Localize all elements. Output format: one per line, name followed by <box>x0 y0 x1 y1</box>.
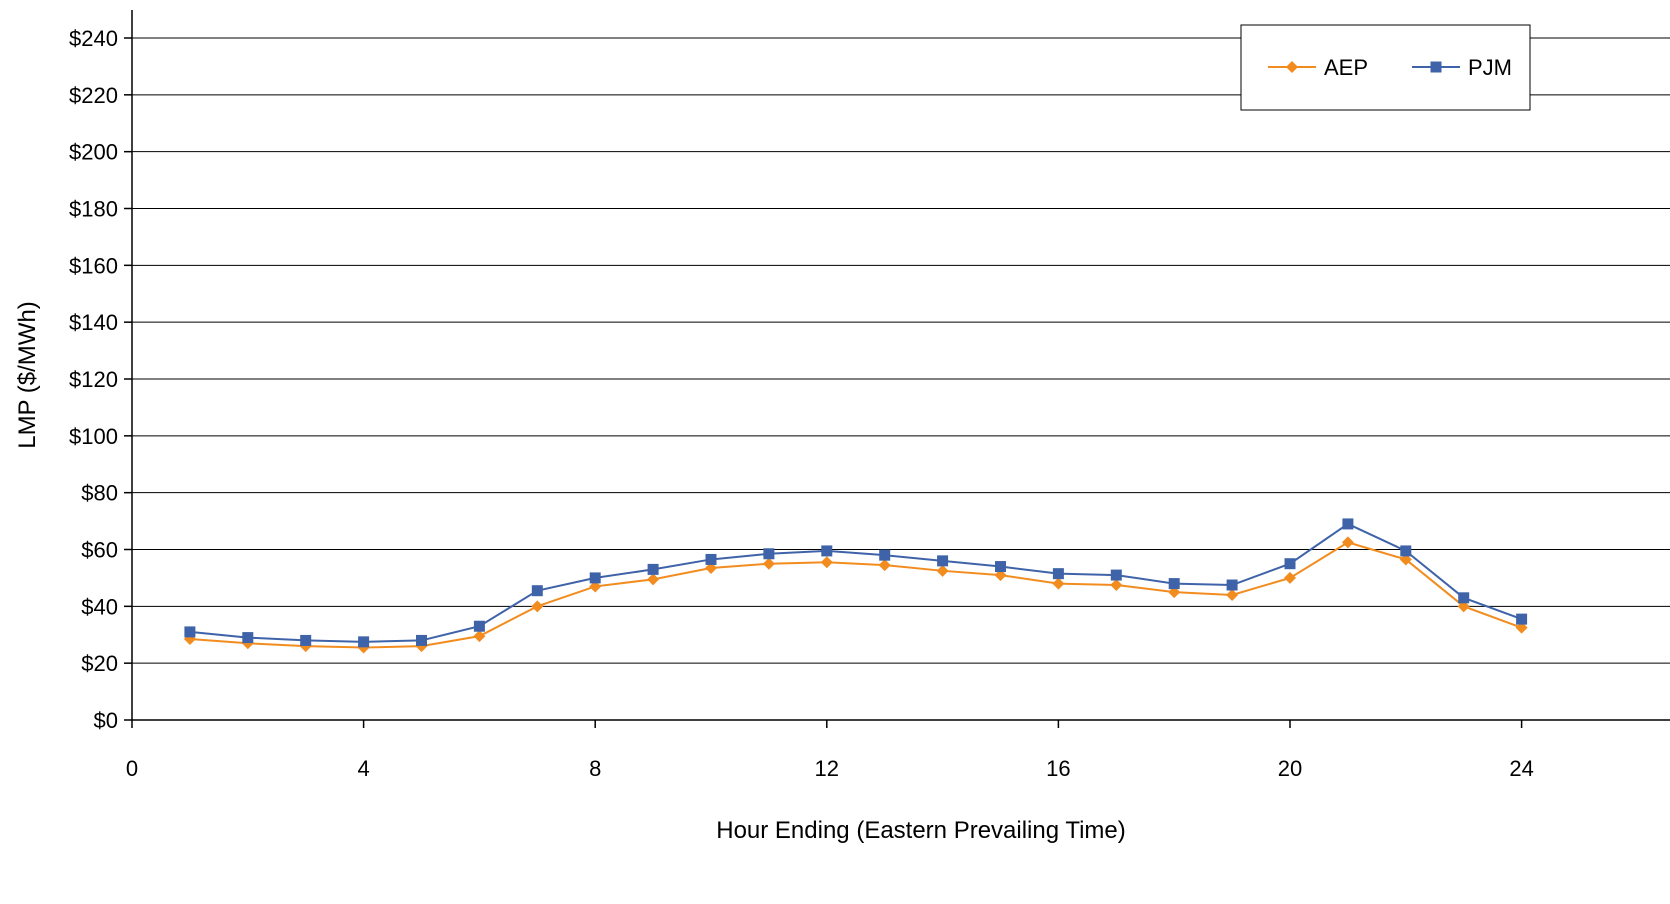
x-tick-label: 4 <box>357 756 369 781</box>
pjm-point <box>647 563 659 575</box>
y-tick-label: $100 <box>69 424 118 449</box>
x-tick-label: 8 <box>589 756 601 781</box>
y-tick-label: $140 <box>69 310 118 335</box>
pjm-point <box>821 545 833 557</box>
pjm-point <box>705 553 717 565</box>
aep-point <box>820 556 833 569</box>
y-tick-label: $160 <box>69 253 118 278</box>
pjm-point <box>1400 545 1412 557</box>
aep-point <box>762 557 775 570</box>
legend-marker-aep <box>1286 61 1298 73</box>
y-axis-title: LMP ($/MWh) <box>14 301 41 449</box>
series-line-aep <box>189 541 1522 649</box>
y-tick-label: $180 <box>69 197 118 222</box>
legend: AEP PJM <box>1240 24 1531 111</box>
y-tick-label: $40 <box>81 594 118 619</box>
x-axis-title: Hour Ending (Eastern Prevailing Time) <box>716 817 1126 844</box>
pjm-point <box>589 572 601 584</box>
x-tick-label: 20 <box>1278 756 1302 781</box>
pjm-point <box>1110 569 1122 581</box>
y-axis-ticks: $0 $20 $40 $60 $80 $100 $120 $140 $160 $180 $200 $2… <box>69 26 132 733</box>
pjm-point <box>1226 579 1238 591</box>
pjm-point <box>995 561 1006 573</box>
aep-point <box>705 561 717 574</box>
aep-point <box>994 569 1007 582</box>
x-axis-ticks: 0 4 8 12 16 20 24 <box>126 720 1534 781</box>
aep-point <box>1341 536 1354 549</box>
aep-point <box>878 559 891 572</box>
aep-point <box>1168 586 1181 599</box>
y-tick-label: $240 <box>69 26 118 51</box>
aep-point <box>473 630 486 643</box>
aep-point <box>647 573 660 586</box>
aep-point <box>1515 621 1528 634</box>
aep-point <box>936 564 949 577</box>
pjm-point <box>1052 568 1064 580</box>
x-tick-label: 0 <box>126 756 138 781</box>
series-layer <box>183 518 1528 654</box>
pjm-point <box>531 585 543 597</box>
pjm-point <box>879 549 891 561</box>
y-tick-label: $120 <box>69 367 118 392</box>
series-pjm <box>184 518 1528 648</box>
series-line-pjm <box>189 522 1522 643</box>
aep-point <box>531 600 544 613</box>
aep-point <box>1284 571 1296 584</box>
legend-items: AEP PJM <box>1268 55 1512 80</box>
legend-label-aep: AEP <box>1324 55 1368 80</box>
aep-point <box>1399 553 1412 566</box>
pjm-point <box>763 548 775 560</box>
x-tick-label: 12 <box>815 756 839 781</box>
y-tick-label: $20 <box>81 651 118 676</box>
y-tick-label: $220 <box>69 83 118 108</box>
aep-point <box>1052 577 1065 590</box>
y-tick-label: $80 <box>81 481 118 506</box>
x-tick-label: 16 <box>1046 756 1070 781</box>
pjm-point <box>300 634 312 646</box>
pjm-point <box>1168 578 1180 590</box>
legend-label-pjm: PJM <box>1468 55 1512 80</box>
aep-point <box>1457 600 1470 613</box>
pjm-point <box>1342 518 1354 530</box>
pjm-point <box>937 555 949 567</box>
pjm-point <box>1284 558 1296 570</box>
y-tick-label: $0 <box>94 708 118 733</box>
aep-point <box>1110 579 1123 592</box>
y-tick-label: $200 <box>69 140 118 165</box>
pjm-point <box>184 626 196 638</box>
aep-point <box>1226 588 1239 601</box>
aep-point <box>589 580 602 593</box>
pjm-point <box>242 632 254 644</box>
x-tick-label: 24 <box>1509 756 1533 781</box>
grid-lines <box>132 37 1670 664</box>
pjm-point <box>1516 613 1528 625</box>
pjm-point <box>416 634 427 646</box>
pjm-point <box>1458 592 1470 604</box>
pjm-point <box>473 620 485 632</box>
pjm-point <box>358 636 370 648</box>
y-tick-label: $60 <box>81 538 118 563</box>
legend-marker-pjm <box>1430 61 1442 73</box>
